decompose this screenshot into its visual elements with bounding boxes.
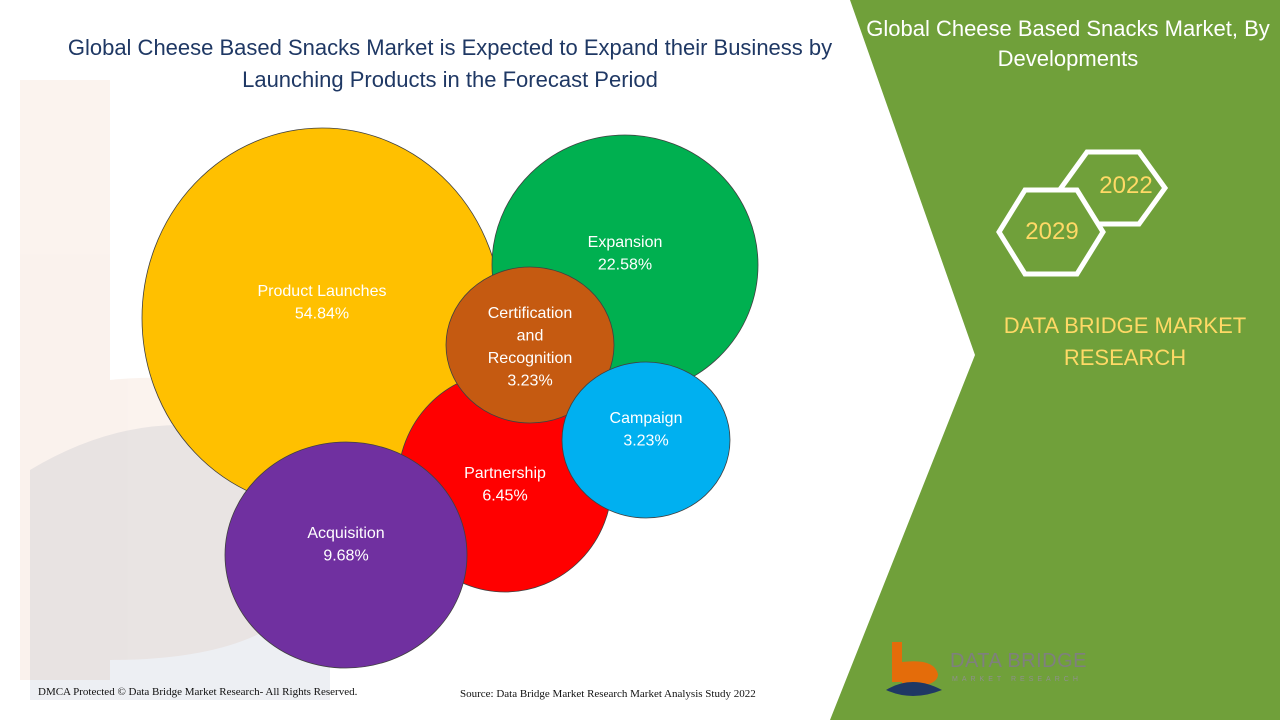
bubble-label-campaign: Campaign [610,410,683,427]
bubble-value-expansion: 22.58% [598,257,652,274]
logo-name: DATA BRIDGE [950,650,1088,672]
bubble-circle-certification-and-recognition [445,266,615,424]
logo-subtitle: MARKET RESEARCH [952,676,1082,683]
logo-icon [886,642,942,696]
year-2029-label: 2029 [1025,218,1079,245]
bubble-value-certification-and-recognition: 3.23% [507,373,552,390]
bubble-label-expansion: Expansion [588,234,663,251]
copyright-notice: DMCA Protected © Data Bridge Market Rese… [38,686,358,698]
side-panel-title: Global Cheese Based Snacks Market, By De… [866,16,1270,71]
bubble-label-certification-and-recognition: Certification [488,305,572,322]
bubble-label-certification-and-recognition: Recognition [488,350,573,367]
bubble-campaign: Campaign 3.23% [561,361,731,519]
bubble-label-certification-and-recognition: and [517,328,544,345]
bubble-chart: Product Launches 54.84% Expansion 22.58% Par… [141,127,759,669]
bubble-product-launches: Product Launches 54.84% [141,127,503,509]
bubble-label-acquisition: Acquisition [307,525,384,542]
company-logo: DATA BRIDGE MARKET RESEARCH [882,640,1102,702]
source-note: Source: Data Bridge Market Research Mark… [460,688,756,700]
bubble-value-product-launches: 54.84% [295,306,349,323]
year-2022-label: 2022 [1099,172,1153,199]
bubble-label-product-launches: Product Launches [258,283,387,300]
bubble-circle-campaign [561,361,731,519]
chart-title: Global Cheese Based Snacks Market is Exp… [67,35,833,92]
bubble-label-partnership: Partnership [464,465,546,482]
bubble-certification-and-recognition: Certification and Recognition 3.23% [445,266,615,424]
bubble-circle-acquisition [224,441,468,669]
bubble-value-campaign: 3.23% [623,433,668,450]
brand-text: DATA BRIDGE MARKET RESEARCH [1003,313,1247,370]
bubble-value-acquisition: 9.68% [323,548,368,565]
bubble-value-partnership: 6.45% [482,488,527,505]
bubble-acquisition: Acquisition 9.68% [224,441,468,669]
